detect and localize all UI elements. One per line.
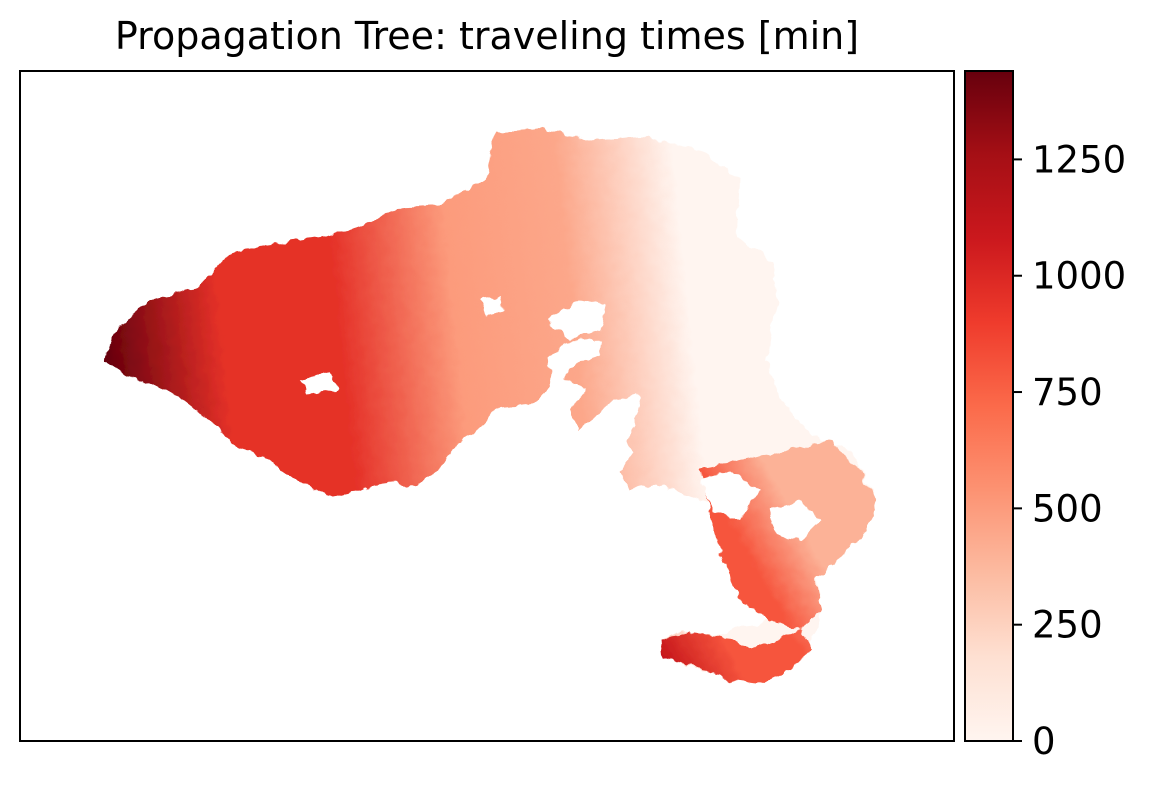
region-gap	[770, 500, 820, 540]
region-west	[104, 128, 872, 682]
chart-title: Propagation Tree: traveling times [min]	[114, 14, 860, 58]
region-east-center	[600, 290, 720, 470]
colorbar-tick-label: 1000	[1032, 255, 1126, 298]
map-axes	[19, 70, 955, 742]
region-gap	[700, 470, 760, 520]
region-gap	[480, 296, 504, 316]
colorbar-tick-label: 750	[1032, 371, 1103, 414]
colorbar-ticks: 0 250 500 750 1000 1250	[1013, 138, 1126, 763]
map-frame-border	[19, 70, 955, 742]
colorbar: 0 250 500 750 1000 1250	[964, 70, 1126, 763]
colorbar-tick-label: 1250	[1032, 138, 1126, 181]
region-south-hook	[660, 630, 812, 684]
region-gap	[548, 300, 606, 340]
colorbar-gradient	[964, 70, 1014, 742]
colorbar-tick-label: 500	[1032, 487, 1103, 530]
colorbar-tick-label: 0	[1032, 720, 1056, 763]
region-gap	[300, 372, 338, 394]
colorbar-tick-label: 250	[1032, 604, 1103, 647]
region-layer	[104, 128, 876, 684]
